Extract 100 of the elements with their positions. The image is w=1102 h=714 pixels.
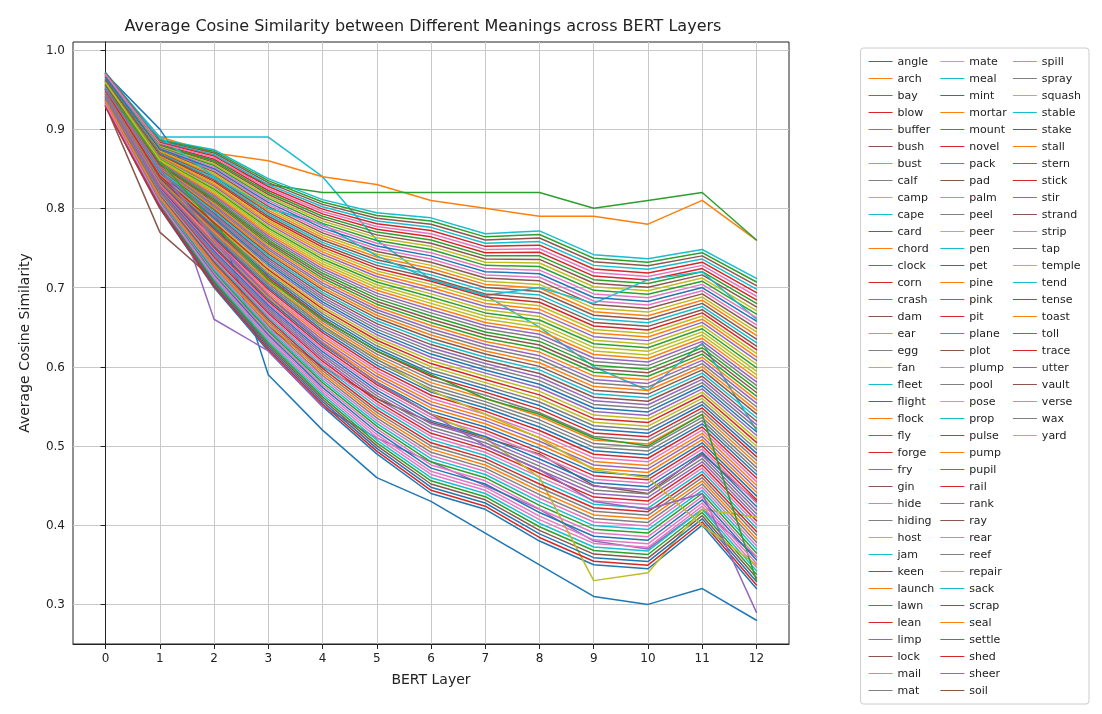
legend-label: toast bbox=[1041, 310, 1071, 323]
legend-label: stern bbox=[1041, 157, 1071, 170]
legend-label: rear bbox=[969, 531, 993, 544]
legend-label: blow bbox=[897, 106, 924, 119]
legend-label: strip bbox=[1041, 225, 1067, 238]
legend-label: egg bbox=[897, 344, 919, 357]
legend-label: pit bbox=[969, 310, 985, 323]
legend-label: palm bbox=[969, 191, 997, 204]
legend-label: limp bbox=[897, 633, 922, 646]
y-tick-label: 1.0 bbox=[45, 42, 65, 57]
legend-label: tap bbox=[1041, 242, 1060, 255]
legend-label: card bbox=[897, 225, 922, 238]
legend-label: bust bbox=[897, 157, 923, 170]
legend-label: strand bbox=[1041, 208, 1078, 221]
legend-label: angle bbox=[897, 55, 929, 68]
legend-label: sack bbox=[969, 582, 995, 595]
legend-label: host bbox=[897, 531, 922, 544]
legend-label: bay bbox=[897, 89, 919, 102]
legend-label: verse bbox=[1041, 395, 1073, 408]
legend-label: toll bbox=[1041, 327, 1060, 340]
legend-label: clock bbox=[897, 259, 927, 272]
x-axis-title: BERT Layer bbox=[391, 671, 471, 687]
legend-label: bush bbox=[897, 140, 925, 153]
legend-label: spill bbox=[1041, 55, 1064, 68]
x-tick-label: 5 bbox=[372, 651, 381, 665]
legend-label: stick bbox=[1041, 174, 1069, 187]
y-tick-label: 0.3 bbox=[45, 597, 65, 612]
x-tick-label: 10 bbox=[640, 651, 656, 665]
legend-label: pool bbox=[969, 378, 993, 391]
legend-label: peel bbox=[969, 208, 993, 221]
legend-label: mortar bbox=[969, 106, 1008, 119]
legend-label: meal bbox=[969, 72, 997, 85]
x-tick-label: 7 bbox=[481, 651, 490, 665]
legend-label: reef bbox=[969, 548, 993, 561]
chart-title: Average Cosine Similarity between Different Meanings across BERT Layers bbox=[124, 15, 722, 35]
legend-label: crash bbox=[897, 293, 928, 306]
legend-label: pack bbox=[969, 157, 997, 170]
legend-label: ear bbox=[897, 327, 917, 340]
legend-label: mail bbox=[897, 667, 922, 680]
legend-label: chord bbox=[897, 242, 929, 255]
legend-label: utter bbox=[1041, 361, 1070, 374]
legend-label: temple bbox=[1041, 259, 1081, 272]
legend-label: trace bbox=[1041, 344, 1071, 357]
legend-label: rail bbox=[969, 480, 987, 493]
legend-label: soil bbox=[969, 684, 988, 697]
legend-label: mat bbox=[897, 684, 921, 697]
legend-label: peer bbox=[969, 225, 995, 238]
legend-label: tend bbox=[1041, 276, 1067, 289]
legend-label: lock bbox=[897, 650, 921, 663]
legend-label: stall bbox=[1041, 140, 1065, 153]
x-tick-label: 6 bbox=[427, 651, 435, 665]
legend-label: pump bbox=[969, 446, 1001, 459]
legend-label: fleet bbox=[897, 378, 924, 391]
legend-label: repair bbox=[969, 565, 1003, 578]
x-tick-label: 11 bbox=[694, 651, 710, 665]
legend-label: fan bbox=[897, 361, 916, 374]
legend-label: novel bbox=[969, 140, 1000, 153]
x-tick-label: 3 bbox=[264, 651, 273, 665]
legend-label: camp bbox=[897, 191, 929, 204]
x-tick-label: 8 bbox=[535, 651, 544, 665]
legend-label: prop bbox=[969, 412, 995, 425]
legend-label: vault bbox=[1041, 378, 1071, 391]
legend-label: jam bbox=[896, 548, 919, 561]
legend-label: shed bbox=[969, 650, 996, 663]
legend-label: rank bbox=[969, 497, 995, 510]
legend-label: pulse bbox=[969, 429, 1000, 442]
legend-label: tense bbox=[1041, 293, 1073, 306]
y-tick-label: 0.9 bbox=[45, 122, 65, 137]
x-tick-label: 4 bbox=[318, 651, 327, 665]
legend-label: flock bbox=[897, 412, 925, 425]
legend-label: dam bbox=[897, 310, 923, 323]
legend-label: plump bbox=[969, 361, 1005, 374]
legend-label: lawn bbox=[897, 599, 924, 612]
x-tick-label: 1 bbox=[155, 651, 164, 665]
y-tick-label: 0.7 bbox=[45, 280, 65, 295]
legend-label: pine bbox=[969, 276, 994, 289]
legend-label: buffer bbox=[897, 123, 931, 136]
legend-label: ray bbox=[969, 514, 988, 527]
legend-label: keen bbox=[897, 565, 925, 578]
y-axis-title: Average Cosine Similarity bbox=[16, 253, 32, 433]
legend-label: wax bbox=[1041, 412, 1065, 425]
legend-label: pet bbox=[969, 259, 989, 272]
x-tick-label: 12 bbox=[748, 651, 765, 665]
y-tick-label: 0.6 bbox=[45, 359, 65, 374]
legend-label: settle bbox=[969, 633, 1001, 646]
legend-label: hide bbox=[897, 497, 922, 510]
x-tick-label: 9 bbox=[589, 651, 598, 665]
legend-label: plot bbox=[969, 344, 992, 357]
legend-label: seal bbox=[969, 616, 992, 629]
legend-label: mate bbox=[969, 55, 999, 68]
legend-label: spray bbox=[1041, 72, 1073, 85]
legend-label: lean bbox=[897, 616, 922, 629]
legend-label: pink bbox=[969, 293, 994, 306]
legend-label: cape bbox=[897, 208, 925, 221]
legend-label: sheer bbox=[969, 667, 1001, 680]
legend-label: corn bbox=[897, 276, 922, 289]
legend-label: squash bbox=[1041, 89, 1082, 102]
legend-label: pose bbox=[969, 395, 996, 408]
legend-label: stir bbox=[1041, 191, 1060, 204]
legend-label: flight bbox=[897, 395, 927, 408]
